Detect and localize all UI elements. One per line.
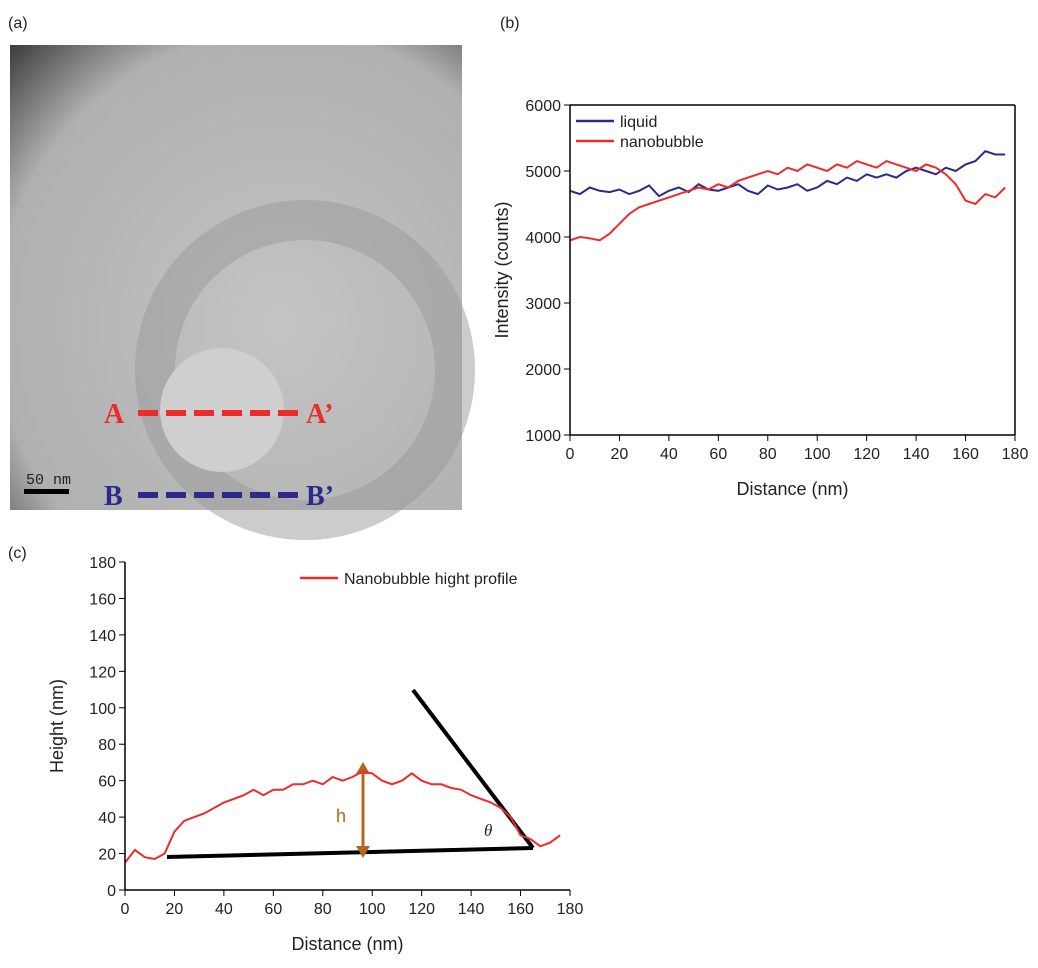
y-tick-label: 180	[89, 555, 116, 572]
y-tick-label: 80	[98, 737, 116, 754]
x-tick-label: 60	[709, 446, 727, 463]
x-tick-label: 140	[903, 446, 930, 463]
x-tick-label: 140	[458, 901, 485, 918]
y-tick-label: 3000	[525, 296, 561, 313]
scale-bar	[24, 489, 69, 494]
line-label: B	[104, 481, 123, 512]
y-tick-label: 6000	[525, 98, 561, 115]
legend-label: nanobubble	[620, 134, 704, 151]
x-tick-label: 180	[1002, 446, 1029, 463]
y-axis-label: Height (nm)	[47, 679, 67, 773]
y-tick-label: 120	[89, 664, 116, 681]
y-tick-label: 5000	[525, 164, 561, 181]
x-tick-label: 180	[557, 901, 584, 918]
y-tick-label: 40	[98, 810, 116, 827]
x-tick-label: 120	[408, 901, 435, 918]
x-tick-label: 100	[804, 446, 831, 463]
y-tick-label: 160	[89, 591, 116, 608]
annotation: h	[336, 806, 346, 826]
y-axis-label: Intensity (counts)	[492, 201, 512, 338]
panel-label: (a)	[8, 15, 28, 32]
y-tick-label: 4000	[525, 230, 561, 247]
series-line	[124, 770, 561, 864]
x-tick-label: 0	[566, 446, 575, 463]
line-label: A	[104, 399, 125, 430]
micrograph: A A’ B B’ 50 nm	[10, 45, 475, 540]
x-tick-label: 160	[507, 901, 534, 918]
x-tick-label: 0	[121, 901, 130, 918]
series-line	[569, 150, 1006, 198]
x-tick-label: 20	[611, 446, 629, 463]
x-tick-label: 80	[314, 901, 332, 918]
y-tick-label: 60	[98, 774, 116, 791]
line-label: B’	[306, 481, 334, 512]
baseline	[166, 846, 534, 859]
x-tick-label: 40	[215, 901, 233, 918]
y-tick-label: 140	[89, 628, 116, 645]
chart: 0 20 40 60 80 100 120 140 160 180 0 20 40 60 80 100 120 1…	[47, 555, 583, 954]
legend-label: liquid	[620, 114, 657, 131]
legend-label: Nanobubble hight profile	[344, 571, 518, 588]
y-tick-label: 0	[107, 883, 116, 900]
y-tick-label: 2000	[525, 362, 561, 379]
panel-label: (b)	[500, 15, 520, 32]
x-tick-label: 80	[759, 446, 777, 463]
y-tick-label: 100	[89, 701, 116, 718]
x-tick-label: 120	[853, 446, 880, 463]
y-tick-label: 1000	[525, 428, 561, 445]
annotation: θ	[484, 821, 492, 840]
scale-bar-label: 50 nm	[26, 472, 71, 489]
x-axis-label: Distance (nm)	[291, 934, 403, 954]
x-tick-label: 20	[166, 901, 184, 918]
series-line	[569, 159, 1006, 242]
annotations: h θ	[166, 688, 535, 859]
panel-label: (c)	[8, 545, 27, 562]
x-tick-label: 160	[952, 446, 979, 463]
y-tick-label: 20	[98, 847, 116, 864]
halo	[135, 200, 475, 540]
x-tick-label: 100	[359, 901, 386, 918]
chart: 0 20 40 60 80 100 120 140 160 180 1000 2000 3000 4000…	[492, 98, 1028, 499]
x-axis-label: Distance (nm)	[736, 479, 848, 499]
x-tick-label: 60	[264, 901, 282, 918]
x-tick-label: 40	[660, 446, 678, 463]
line-label: A’	[306, 399, 333, 430]
